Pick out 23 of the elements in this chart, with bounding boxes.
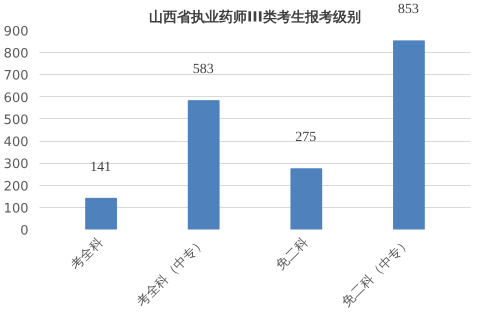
y-tick-label: 0 [20, 224, 29, 238]
x-tick-label: 考全科（中专） [134, 235, 209, 310]
data-label: 853 [398, 2, 419, 18]
data-label: 141 [90, 160, 112, 176]
y-tick-label: 300 [4, 157, 29, 172]
x-tick-label: 免二科 [273, 235, 312, 274]
x-tick-label: 考全科 [68, 235, 106, 274]
chart-title: 山西省执业药师III类考生报考级别 [149, 10, 361, 26]
y-tick-label: 400 [4, 135, 29, 150]
y-tick-label: 500 [4, 112, 29, 128]
x-tick-label: 免二科（中专） [339, 235, 414, 310]
y-tick-label: 200 [4, 179, 29, 194]
y-tick-label: 800 [4, 46, 29, 62]
data-label: 583 [192, 62, 214, 78]
y-tick-label: 700 [4, 68, 29, 84]
bar [290, 168, 322, 230]
y-tick-label: 900 [4, 24, 29, 40]
data-label: 275 [295, 130, 316, 146]
y-tick-label: 600 [4, 90, 29, 106]
bar [85, 198, 117, 230]
y-tick-label: 100 [4, 201, 29, 216]
bar [188, 100, 220, 230]
bar [393, 40, 425, 230]
